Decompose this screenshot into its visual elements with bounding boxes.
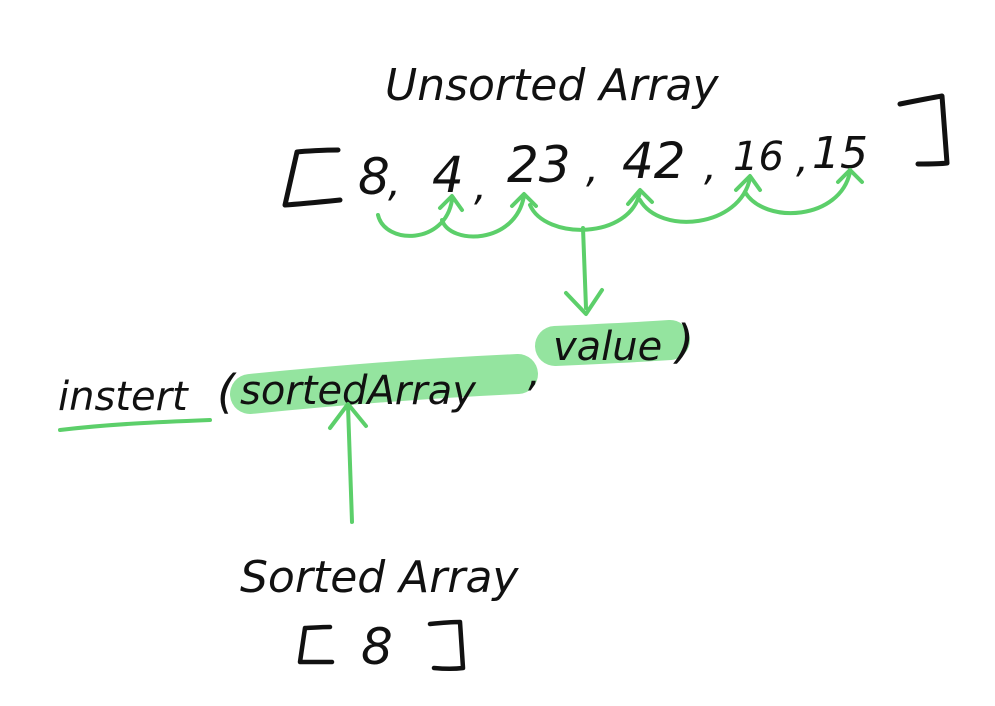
arrowhead-4: [438, 194, 464, 212]
unsorted-value-2: 4: [432, 146, 464, 204]
arc-42-to-16: [638, 176, 752, 224]
arg2-highlight: [535, 320, 690, 366]
arg2-text: value: [553, 324, 662, 370]
up-arrow-head: [328, 402, 368, 430]
unsorted-comma-3: ,: [586, 146, 599, 192]
open-paren: (: [217, 365, 237, 419]
arrowhead-16: [734, 174, 762, 192]
sorted-value: 8: [361, 618, 393, 676]
arc-8-to-4: [376, 198, 454, 238]
arrowhead-42: [626, 188, 654, 206]
unsorted-value-5: 16: [733, 134, 784, 180]
unsorted-comma-4: ,: [704, 144, 717, 190]
arrowhead-15: [836, 168, 864, 184]
sorted-heading: Sorted Array: [240, 552, 519, 603]
unsorted-value-3: 23: [507, 136, 571, 194]
arg-comma: ,: [528, 350, 541, 396]
close-paren: ): [673, 315, 694, 369]
iteration-arrows: [376, 168, 864, 316]
unsorted-open-bracket: [282, 147, 343, 208]
down-arrow-shaft: [581, 226, 588, 310]
function-underline: [58, 418, 212, 432]
arg1-highlight: [230, 354, 538, 414]
unsorted-comma-1: ,: [388, 160, 401, 206]
sorted-close-bracket: [427, 619, 466, 671]
arc-23-to-42: [528, 190, 642, 232]
unsorted-heading: Unsorted Array: [385, 60, 720, 111]
unsorted-value-1: 8: [358, 148, 390, 206]
arg1-text: sortedArray: [240, 368, 477, 414]
unsorted-value-4: 42: [622, 132, 686, 190]
unsorted-close-bracket: [897, 93, 950, 167]
arrowhead-23: [510, 192, 538, 208]
up-arrow-shaft: [346, 404, 354, 524]
function-name: instert: [58, 374, 189, 420]
arc-4-to-23: [440, 194, 526, 239]
unsorted-comma-5: ,: [796, 136, 809, 182]
sorted-open-bracket: [297, 624, 335, 665]
sorted-to-arg-arrow: [328, 402, 368, 524]
unsorted-comma-2: ,: [474, 164, 487, 210]
unsorted-value-6: 15: [812, 128, 868, 179]
down-arrow-head: [564, 288, 604, 316]
arc-16-to-15: [743, 170, 852, 215]
